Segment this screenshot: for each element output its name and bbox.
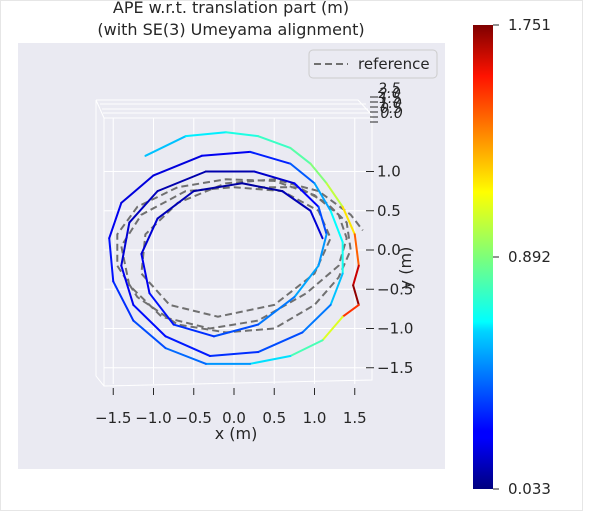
x-axis-label: x (m) <box>215 424 258 443</box>
estimate-segment-12 <box>321 315 344 342</box>
estimate-segment-27 <box>329 209 344 244</box>
estimate-segment-4 <box>289 146 312 165</box>
x-tick-label-4: 0.5 <box>262 409 286 427</box>
estimate-segment-26 <box>313 182 332 212</box>
estimate-segment-13 <box>289 339 324 357</box>
x-tick-label-3: 0.0 <box>222 409 246 427</box>
estimate-segment-11 <box>341 303 360 318</box>
axes-3d-frame <box>95 99 373 387</box>
z-tick-label-3: 1.0 <box>380 96 402 112</box>
estimate-segment-35 <box>120 264 135 306</box>
estimate-segment-8 <box>353 233 360 267</box>
legend-box <box>308 49 438 79</box>
estimate-segment-55 <box>309 209 324 240</box>
estimate-segment-36 <box>120 221 131 267</box>
tick-layer: −1.5 −1.0 −0.5 0.0 0.5 1.0 1.51.00.50.0−0.5−1.… <box>95 81 413 427</box>
estimate-segment-31 <box>257 331 304 354</box>
estimate-segment-41 <box>293 182 320 208</box>
colorbar-label-min: 0.033 <box>508 480 551 498</box>
chart-title-line2: (with SE(3) Umeyama alignment) <box>97 20 364 39</box>
estimate-segment-6 <box>325 182 344 208</box>
y-tick-label-0: 1.0 <box>377 163 401 181</box>
x-tick-label-5: 1.0 <box>303 409 327 427</box>
estimate-segment-43 <box>317 233 328 267</box>
estimate-segment-25 <box>289 162 316 185</box>
x-tick-label-6: 1.5 <box>343 409 367 427</box>
z-tick-label-0: 2.5 <box>378 81 400 97</box>
estimate-segment-17 <box>132 319 167 350</box>
chart-title-line1: APE w.r.t. translation part (m) <box>113 0 349 17</box>
estimate-segment-53 <box>241 182 284 193</box>
z-tick-label-5: 0.0 <box>381 106 403 122</box>
estimate-segment-10 <box>352 284 360 306</box>
y-tick-label-2: 0.0 <box>377 241 401 259</box>
y-axis-label: y (m) <box>396 247 415 290</box>
estimate-segment-40 <box>253 170 296 185</box>
estimate-segment-38 <box>156 170 207 193</box>
estimate-segment-44 <box>293 264 320 299</box>
z-tick-label-1: 2.0 <box>379 86 401 102</box>
estimate-segment-45 <box>257 296 296 326</box>
legend: reference <box>308 49 438 79</box>
estimate-segment-54 <box>281 190 312 212</box>
estimate-segment-2 <box>224 131 260 138</box>
estimate-segment-3 <box>257 135 292 149</box>
estimate-segment-29 <box>329 272 344 306</box>
estimate-segment-47 <box>172 323 215 338</box>
estimate-segment-23 <box>200 150 252 157</box>
estimate-segment-14 <box>249 354 292 365</box>
estimate-segment-48 <box>148 292 175 326</box>
z-tick-label-4: 0.5 <box>380 101 402 117</box>
trajectory-layer <box>108 131 364 365</box>
colorbar-label-mid: 0.892 <box>508 248 551 266</box>
y-tick-label-4: −1.0 <box>377 320 413 338</box>
estimate-segment-34 <box>132 303 167 338</box>
estimate-segment-37 <box>128 190 159 224</box>
estimate-segment-50 <box>140 217 159 255</box>
reference-trajectory <box>116 178 364 334</box>
estimate-segment-32 <box>208 351 260 357</box>
y-tick-label-1: 0.5 <box>377 202 401 220</box>
x-tick-label-0: −1.5 <box>95 409 131 427</box>
estimate-segment-18 <box>112 280 135 322</box>
y-tick-label-5: −1.5 <box>377 359 413 377</box>
estimate-segment-19 <box>108 237 115 283</box>
estimate-segment-33 <box>164 335 211 357</box>
estimate-segment-21 <box>120 174 155 204</box>
estimate-segment-49 <box>140 252 151 295</box>
estimate-segment-9 <box>352 264 360 287</box>
estimate-segment-30 <box>301 303 332 334</box>
z-tick-label-2: 1.5 <box>379 91 401 107</box>
x-tick-label-2: −0.5 <box>176 409 212 427</box>
estimate-segment-7 <box>341 205 356 236</box>
colorbar: 1.751 0.892 0.033 <box>473 16 551 498</box>
legend-reference-label: reference <box>358 55 430 73</box>
estimate-segment-46 <box>212 323 260 338</box>
estimate-segment-22 <box>152 154 203 177</box>
estimate-segment-5 <box>309 162 328 185</box>
colorbar-label-max: 1.751 <box>508 16 551 34</box>
y-tick-label-3: −0.5 <box>377 280 413 298</box>
estimate-segment-52 <box>192 182 244 193</box>
x-tick-label-1: −1.0 <box>135 409 171 427</box>
estimate-segment-1 <box>184 131 227 138</box>
plot-area <box>18 43 445 469</box>
estimate-segment-51 <box>156 190 195 220</box>
estimate-segment-16 <box>164 347 207 365</box>
estimate-segment-20 <box>108 201 123 240</box>
estimate-segment-42 <box>317 205 328 236</box>
colorbar-gradient <box>473 25 493 489</box>
estimate-segment-24 <box>249 150 292 165</box>
estimate-segment-0 <box>144 135 187 157</box>
